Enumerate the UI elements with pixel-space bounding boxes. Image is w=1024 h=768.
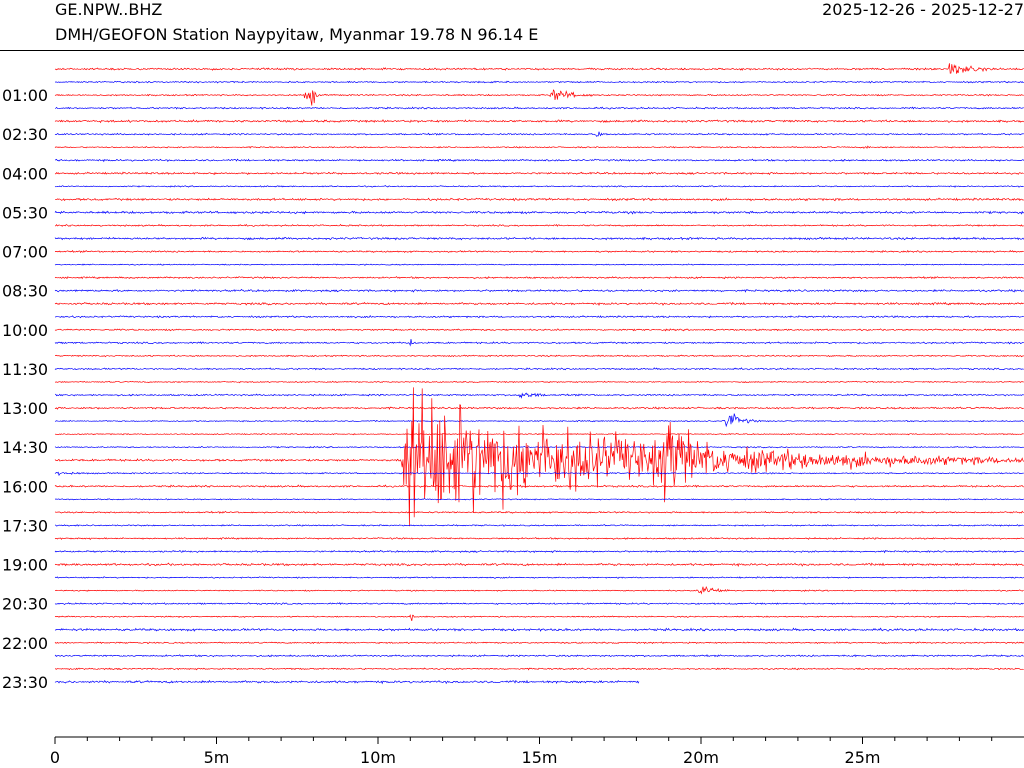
trace-row-27 (54, 413, 1024, 428)
row-label: 14:30 (2, 438, 48, 457)
date-range: 2025-12-26 - 2025-12-27 (822, 0, 1024, 19)
trace-row-26 (54, 406, 1024, 410)
trace-row-28 (54, 432, 1024, 436)
trace-row-16 (54, 276, 1024, 280)
trace-row-23 (54, 367, 1024, 371)
trace-row-29 (54, 445, 1024, 449)
trace-row-41 (54, 602, 1024, 606)
trace-row-6 (54, 145, 1024, 149)
trace-row-45 (54, 654, 1024, 658)
row-label: 07:00 (2, 243, 48, 262)
trace-row-0 (54, 63, 1024, 74)
trace-row-18 (54, 301, 1024, 307)
row-label: 17:30 (2, 516, 48, 535)
trace-row-8 (54, 171, 1024, 176)
x-tick-label: 0 (50, 748, 60, 767)
trace-row-39 (54, 576, 1024, 579)
row-label: 04:00 (2, 164, 48, 183)
row-label: 08:30 (2, 282, 48, 301)
trace-row-4 (54, 119, 1024, 124)
trace-row-22 (55, 354, 1024, 358)
trace-row-42 (54, 614, 1024, 622)
header-divider (0, 50, 1024, 51)
trace-row-35 (54, 524, 1024, 527)
row-label: 10:00 (2, 321, 48, 340)
trace-row-43 (54, 627, 1024, 632)
row-label: 20:30 (2, 595, 48, 614)
trace-row-20 (54, 328, 1024, 332)
trace-row-1 (54, 80, 1024, 84)
trace-row-38 (54, 562, 1024, 567)
x-tick-label: 25m (845, 748, 881, 767)
trace-row-37 (54, 549, 1024, 554)
trace-row-32 (54, 484, 1024, 488)
trace-row-46 (54, 667, 1024, 671)
x-tick-label: 15m (522, 748, 558, 767)
trace-row-7 (55, 158, 1024, 163)
trace-row-30 (54, 387, 1024, 527)
trace-row-36 (54, 536, 1024, 541)
trace-row-14 (54, 249, 1024, 254)
row-label: 19:00 (2, 556, 48, 575)
trace-row-15 (54, 263, 1024, 266)
trace-row-44 (54, 641, 1024, 645)
row-label: 01:00 (2, 86, 48, 105)
trace-row-2 (54, 89, 1024, 106)
trace-row-13 (54, 236, 1024, 241)
x-tick-label: 10m (360, 748, 396, 767)
trace-row-9 (54, 185, 1024, 188)
x-tick-label: 20m (683, 748, 719, 767)
row-label: 13:00 (2, 399, 48, 418)
trace-row-40 (54, 585, 1024, 595)
trace-row-17 (54, 288, 1024, 293)
trace-row-19 (54, 315, 1024, 319)
row-label: 05:30 (2, 203, 48, 222)
trace-group (54, 63, 1024, 685)
trace-row-33 (54, 498, 1024, 501)
trace-row-34 (54, 510, 1024, 514)
trace-row-24 (55, 380, 1024, 384)
trace-row-31 (54, 471, 1024, 477)
trace-row-10 (55, 197, 1024, 202)
trace-row-21 (54, 338, 1024, 347)
trace-row-5 (54, 131, 1024, 137)
x-tick-label: 5m (204, 748, 230, 767)
station-description: DMH/GEOFON Station Naypyitaw, Myanmar 19… (55, 25, 539, 44)
row-label: 11:30 (2, 360, 48, 379)
row-time-labels: 01:00 02:30 04:00 05:30 07:00 08:30 10:00 11:30… (2, 86, 48, 692)
row-label: 23:30 (2, 673, 48, 692)
row-label: 02:30 (2, 125, 48, 144)
station-code-title: GE.NPW..BHZ (55, 0, 163, 19)
trace-row-11 (54, 210, 1024, 215)
trace-row-12 (54, 223, 1024, 227)
trace-row-25 (54, 392, 1024, 399)
trace-row-3 (54, 106, 1024, 110)
trace-row-47 (54, 679, 640, 685)
row-label: 16:00 (2, 477, 48, 496)
row-label: 22:00 (2, 634, 48, 653)
x-axis: 0 5m 10m 15m 20m 25m (50, 736, 1024, 767)
